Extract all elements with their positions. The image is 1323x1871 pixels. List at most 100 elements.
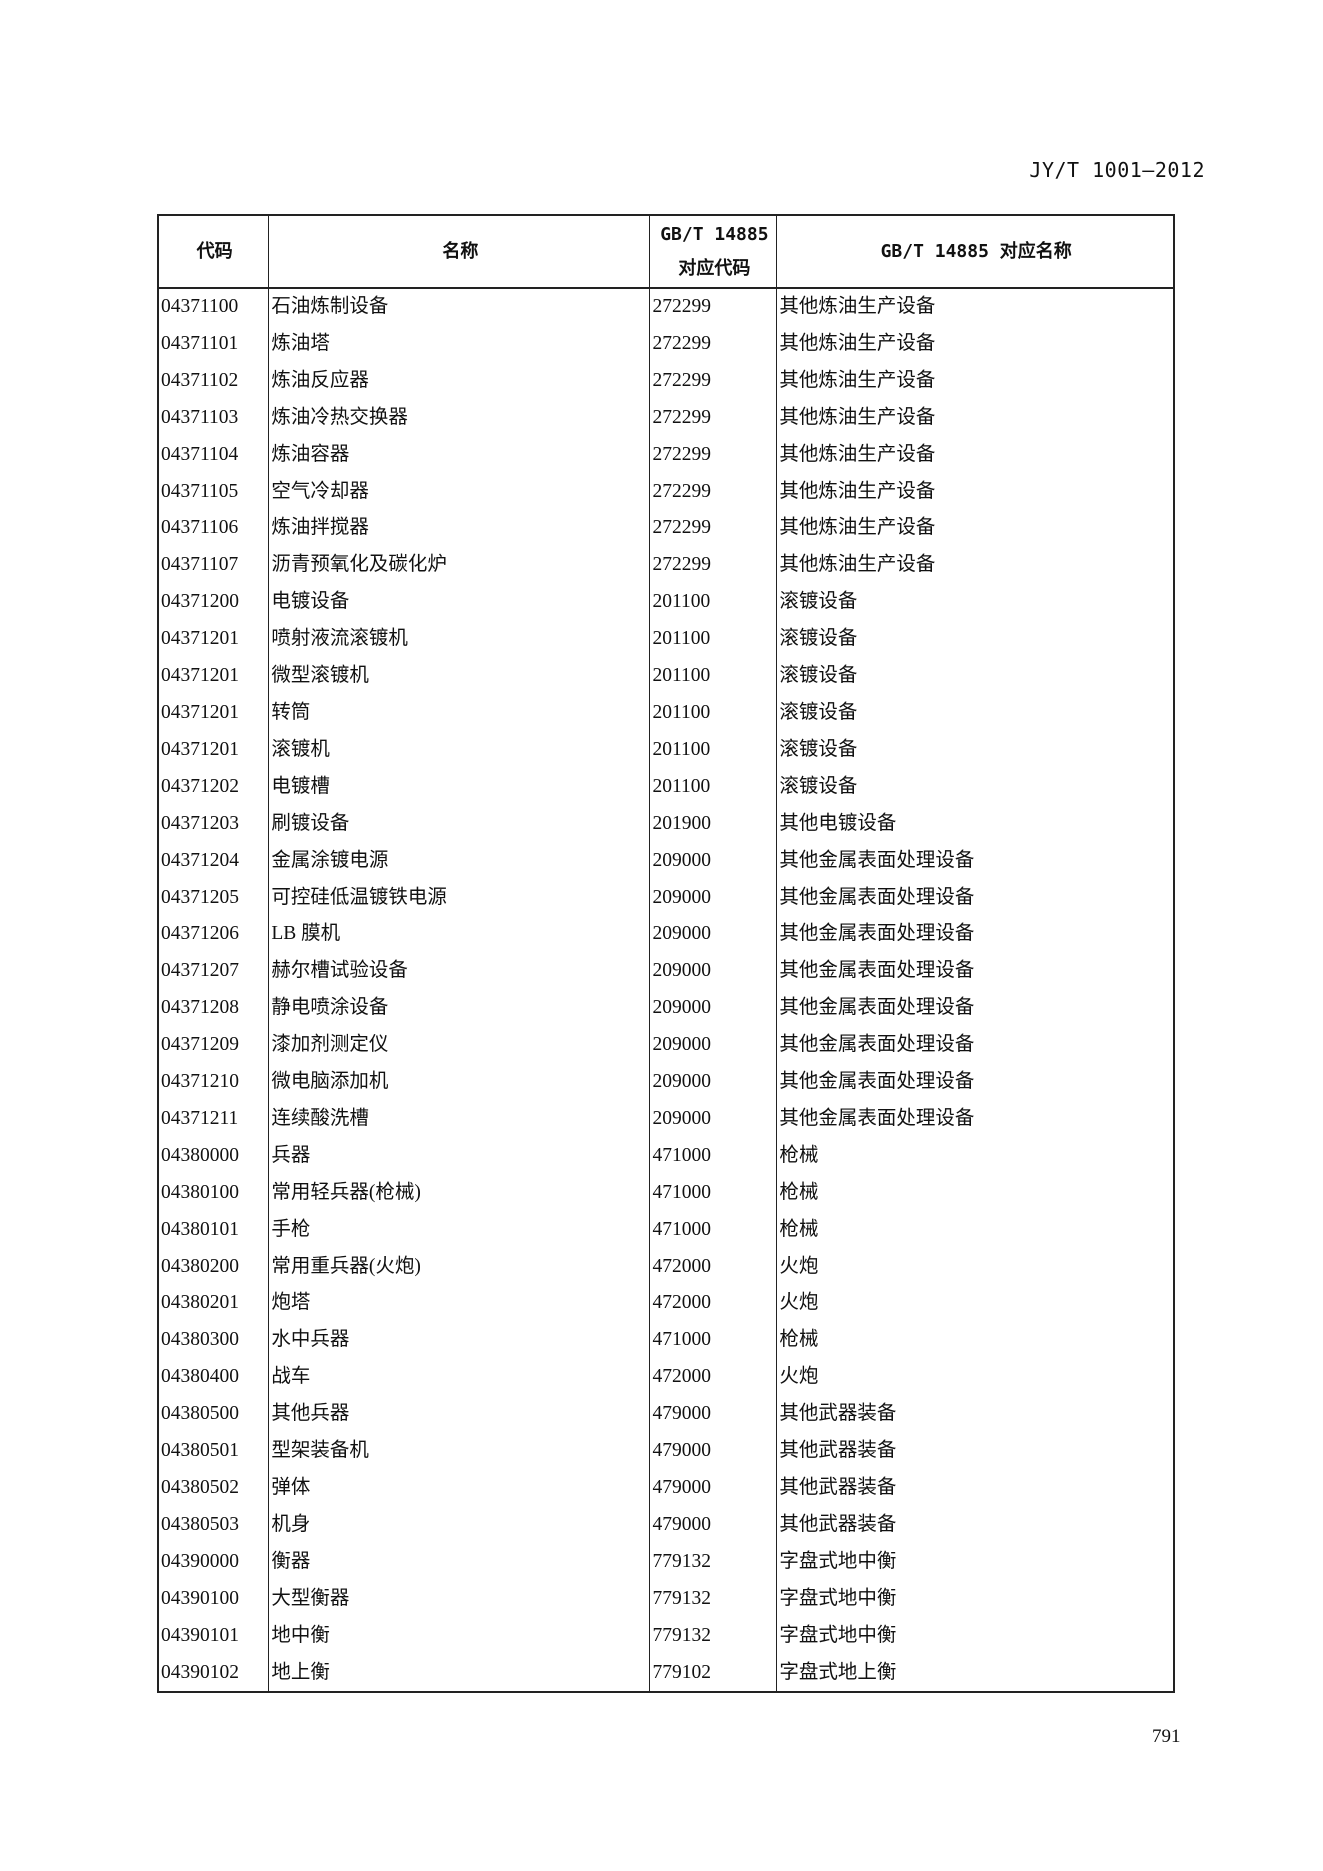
- cell-gbt-name: 火炮: [776, 1359, 1175, 1397]
- cell-code: 04371205: [157, 879, 270, 917]
- cell-code: 04371204: [157, 842, 270, 880]
- cell-code: 04371209: [157, 1027, 270, 1065]
- cell-gbt-name: 字盘式地中衡: [776, 1580, 1175, 1618]
- cell-name: 地中衡: [268, 1617, 651, 1655]
- cell-gbt-code: 201900: [649, 805, 778, 843]
- cell-gbt-code: 779132: [649, 1617, 778, 1655]
- cell-code: 04371101: [157, 325, 270, 363]
- cell-code: 04380000: [157, 1137, 270, 1175]
- cell-gbt-name: 其他电镀设备: [776, 805, 1175, 843]
- table-row: 04380101 手枪 471000 枪械: [157, 1211, 1175, 1249]
- table-row: 04371207 赫尔槽试验设备 209000 其他金属表面处理设备: [157, 953, 1175, 991]
- table-row: 04371201 滚镀机 201100 滚镀设备: [157, 731, 1175, 769]
- cell-gbt-code: 479000: [649, 1506, 778, 1544]
- code-mapping-table: 代码 名称 GB/T 14885 对应代码 GB/T 14885 对应名称 04…: [157, 214, 1175, 1694]
- cell-code: 04380300: [157, 1322, 270, 1360]
- cell-name: 炼油塔: [268, 325, 651, 363]
- cell-gbt-name: 滚镀设备: [776, 584, 1175, 622]
- cell-name: 常用轻兵器(枪械): [268, 1174, 651, 1212]
- cell-gbt-name: 其他金属表面处理设备: [776, 1027, 1175, 1065]
- table-row: 04371102 炼油反应器 272299 其他炼油生产设备: [157, 362, 1175, 400]
- cell-code: 04371102: [157, 362, 270, 400]
- cell-code: 04380201: [157, 1285, 270, 1323]
- cell-name: 型架装备机: [268, 1433, 651, 1470]
- cell-gbt-name: 其他金属表面处理设备: [776, 842, 1175, 880]
- table-row: 04371210 微电脑添加机 209000 其他金属表面处理设备: [157, 1064, 1175, 1101]
- standard-number: JY/T 1001—2012: [1029, 158, 1205, 182]
- header-name: 名称: [268, 215, 651, 289]
- table-row: 04371200 电镀设备 201100 滚镀设备: [157, 584, 1175, 622]
- cell-gbt-code: 472000: [649, 1285, 778, 1323]
- cell-gbt-name: 其他炼油生产设备: [776, 547, 1175, 585]
- cell-name: 连续酸洗槽: [268, 1100, 651, 1138]
- cell-gbt-name: 枪械: [776, 1174, 1175, 1212]
- cell-gbt-name: 滚镀设备: [776, 658, 1175, 695]
- cell-code: 04371201: [157, 694, 270, 732]
- cell-gbt-name: 其他金属表面处理设备: [776, 953, 1175, 991]
- table-row: 04371104 炼油容器 272299 其他炼油生产设备: [157, 436, 1175, 474]
- cell-gbt-code: 471000: [649, 1137, 778, 1175]
- cell-gbt-code: 479000: [649, 1396, 778, 1434]
- cell-gbt-code: 201100: [649, 621, 778, 659]
- table-row: 04371105 空气冷却器 272299 其他炼油生产设备: [157, 473, 1175, 511]
- cell-gbt-name: 其他炼油生产设备: [776, 325, 1175, 363]
- table-row: 04390102 地上衡 779102 字盘式地上衡: [157, 1654, 1175, 1693]
- cell-code: 04371202: [157, 768, 270, 806]
- cell-name: 可控硅低温镀铁电源: [268, 879, 651, 917]
- table-row: 04371202 电镀槽 201100 滚镀设备: [157, 768, 1175, 806]
- cell-code: 04390101: [157, 1617, 270, 1655]
- cell-name: 沥青预氧化及碳化炉: [268, 547, 651, 585]
- cell-gbt-name: 其他炼油生产设备: [776, 362, 1175, 400]
- cell-gbt-code: 471000: [649, 1322, 778, 1360]
- cell-gbt-name: 其他金属表面处理设备: [776, 1064, 1175, 1101]
- cell-name: 地上衡: [268, 1654, 651, 1693]
- cell-code: 04371106: [157, 510, 270, 548]
- table-row: 04380503 机身 479000 其他武器装备: [157, 1506, 1175, 1544]
- cell-name: 兵器: [268, 1137, 651, 1175]
- cell-name: LB 膜机: [268, 916, 651, 954]
- table-row: 04380300 水中兵器 471000 枪械: [157, 1322, 1175, 1360]
- cell-name: 炼油拌搅器: [268, 510, 651, 548]
- cell-name: 静电喷涂设备: [268, 990, 651, 1028]
- cell-gbt-code: 209000: [649, 879, 778, 917]
- cell-code: 04380501: [157, 1433, 270, 1470]
- cell-gbt-name: 枪械: [776, 1322, 1175, 1360]
- cell-gbt-name: 字盘式地上衡: [776, 1654, 1175, 1693]
- cell-gbt-code: 201100: [649, 584, 778, 622]
- cell-gbt-name: 枪械: [776, 1211, 1175, 1249]
- cell-name: 炼油容器: [268, 436, 651, 474]
- cell-name: 电镀槽: [268, 768, 651, 806]
- cell-gbt-name: 其他武器装备: [776, 1470, 1175, 1507]
- table-row: 04371201 转筒 201100 滚镀设备: [157, 694, 1175, 732]
- cell-gbt-name: 其他武器装备: [776, 1433, 1175, 1470]
- header-gbt-code: GB/T 14885 对应代码: [649, 215, 778, 289]
- table-row: 04390000 衡器 779132 字盘式地中衡: [157, 1543, 1175, 1581]
- table-row: 04380502 弹体 479000 其他武器装备: [157, 1470, 1175, 1507]
- table-row: 04371209 漆加剂测定仪 209000 其他金属表面处理设备: [157, 1027, 1175, 1065]
- cell-code: 04371201: [157, 658, 270, 695]
- table-row: 04371204 金属涂镀电源 209000 其他金属表面处理设备: [157, 842, 1175, 880]
- table-row: 04380000 兵器 471000 枪械: [157, 1137, 1175, 1175]
- cell-code: 04371107: [157, 547, 270, 585]
- cell-code: 04371207: [157, 953, 270, 991]
- cell-gbt-code: 201100: [649, 658, 778, 695]
- cell-gbt-name: 滚镀设备: [776, 621, 1175, 659]
- cell-gbt-name: 其他炼油生产设备: [776, 399, 1175, 437]
- table-row: 04380200 常用重兵器(火炮) 472000 火炮: [157, 1248, 1175, 1286]
- cell-gbt-code: 471000: [649, 1174, 778, 1212]
- table-row: 04380501 型架装备机 479000 其他武器装备: [157, 1433, 1175, 1470]
- table-row: 04371107 沥青预氧化及碳化炉 272299 其他炼油生产设备: [157, 547, 1175, 585]
- cell-code: 04390102: [157, 1654, 270, 1693]
- cell-code: 04390100: [157, 1580, 270, 1618]
- cell-gbt-code: 272299: [649, 547, 778, 585]
- cell-gbt-code: 209000: [649, 1100, 778, 1138]
- cell-gbt-name: 滚镀设备: [776, 731, 1175, 769]
- cell-gbt-code: 209000: [649, 916, 778, 954]
- cell-gbt-code: 272299: [649, 510, 778, 548]
- cell-name: 喷射液流滚镀机: [268, 621, 651, 659]
- cell-code: 04390000: [157, 1543, 270, 1581]
- page-number: 791: [1152, 1726, 1181, 1747]
- cell-gbt-name: 其他金属表面处理设备: [776, 1100, 1175, 1138]
- cell-name: 手枪: [268, 1211, 651, 1249]
- cell-code: 04371100: [157, 288, 270, 326]
